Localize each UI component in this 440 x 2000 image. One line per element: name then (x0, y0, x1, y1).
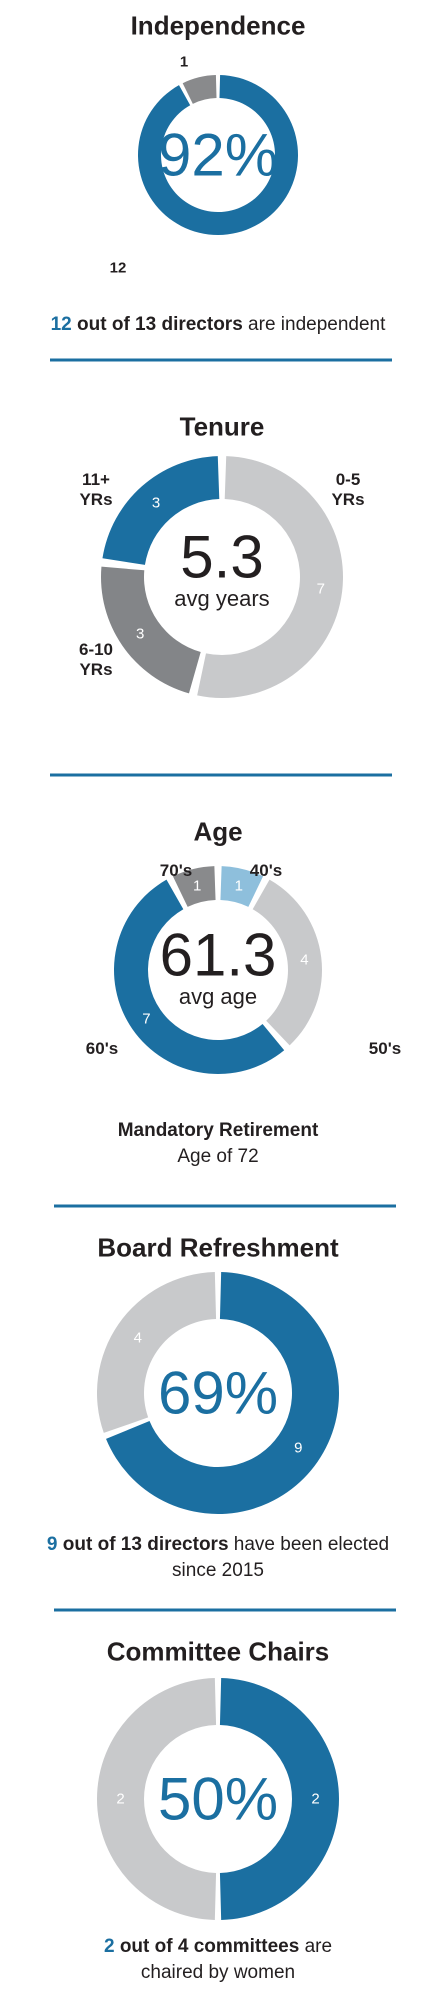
donut-segment (172, 866, 216, 907)
caption-part: out of 13 directors (77, 314, 243, 335)
chart-title: Independence (130, 10, 306, 41)
caption: 2 out of 4 committees are chaired by wom… (88, 1934, 348, 1986)
caption: 12 out of 13 directors are independent (3, 312, 433, 338)
value-label: 12 (109, 259, 127, 277)
value-label: 1 (179, 53, 189, 71)
category-label: 0-5 YRs (331, 470, 365, 509)
donut-segment (220, 866, 264, 907)
category-label: 70's (159, 861, 193, 880)
caption: 9 out of 13 directors have been elected … (43, 1532, 393, 1584)
category-label: 50's (368, 1039, 402, 1058)
caption-part: Mandatory Retirement (117, 1120, 319, 1141)
caption-part: 2 (103, 1936, 115, 1957)
category-label: 60's (85, 1039, 119, 1058)
donut-segment (252, 879, 323, 1046)
center-subtext: avg age (178, 984, 258, 1009)
donut-segment (101, 566, 201, 694)
donut-segment (97, 1272, 217, 1433)
caption-part: out of 4 committees (119, 1936, 300, 1957)
category-label: 6-10 YRs (78, 640, 114, 679)
value-label: 7 (142, 1010, 151, 1028)
chart-title: Committee Chairs (106, 1636, 330, 1667)
donut-segment (106, 1272, 339, 1514)
caption: Mandatory Retirement Age of 72 (68, 1118, 368, 1170)
value-label: 4 (300, 951, 309, 968)
chart-title: Tenure (179, 411, 265, 442)
caption-part: out of 13 directors (62, 1534, 229, 1555)
donut-segment (197, 456, 343, 698)
category-label: 40's (249, 861, 283, 880)
value-label: 2 (116, 1790, 125, 1808)
caption-part: are independent (248, 314, 386, 335)
value-label: 1 (193, 877, 202, 895)
center-value: 69% (157, 1359, 279, 1427)
center-subtext: avg years (174, 586, 270, 611)
category-label: 11+ YRs (79, 470, 113, 509)
donut-segment (182, 75, 217, 104)
chart-title: Board Refreshment (97, 1232, 339, 1263)
center-value: 61.3 (159, 921, 277, 989)
value-label: 9 (294, 1439, 303, 1457)
center-value: 50% (157, 1765, 279, 1833)
donut-segment (219, 1678, 339, 1920)
value-label: 4 (133, 1329, 142, 1347)
donut-segment (97, 1678, 217, 1920)
value-label: 1 (234, 877, 243, 895)
caption-part: are chaired by women (140, 1936, 333, 1983)
donut-segment (102, 456, 220, 565)
value-label: 7 (316, 580, 325, 598)
value-label: 2 (311, 1790, 320, 1808)
caption-part: 9 (46, 1534, 58, 1555)
donut-segment (114, 879, 285, 1074)
value-label: 3 (151, 494, 161, 512)
center-value: 5.3 (180, 523, 264, 591)
center-value: 92% (157, 121, 279, 189)
caption-part: 12 (50, 314, 72, 335)
value-label: 3 (135, 625, 145, 643)
caption-part: have been elected since 2015 (172, 1534, 390, 1581)
chart-title: Age (193, 816, 243, 847)
caption-part: Age of 72 (177, 1146, 259, 1167)
